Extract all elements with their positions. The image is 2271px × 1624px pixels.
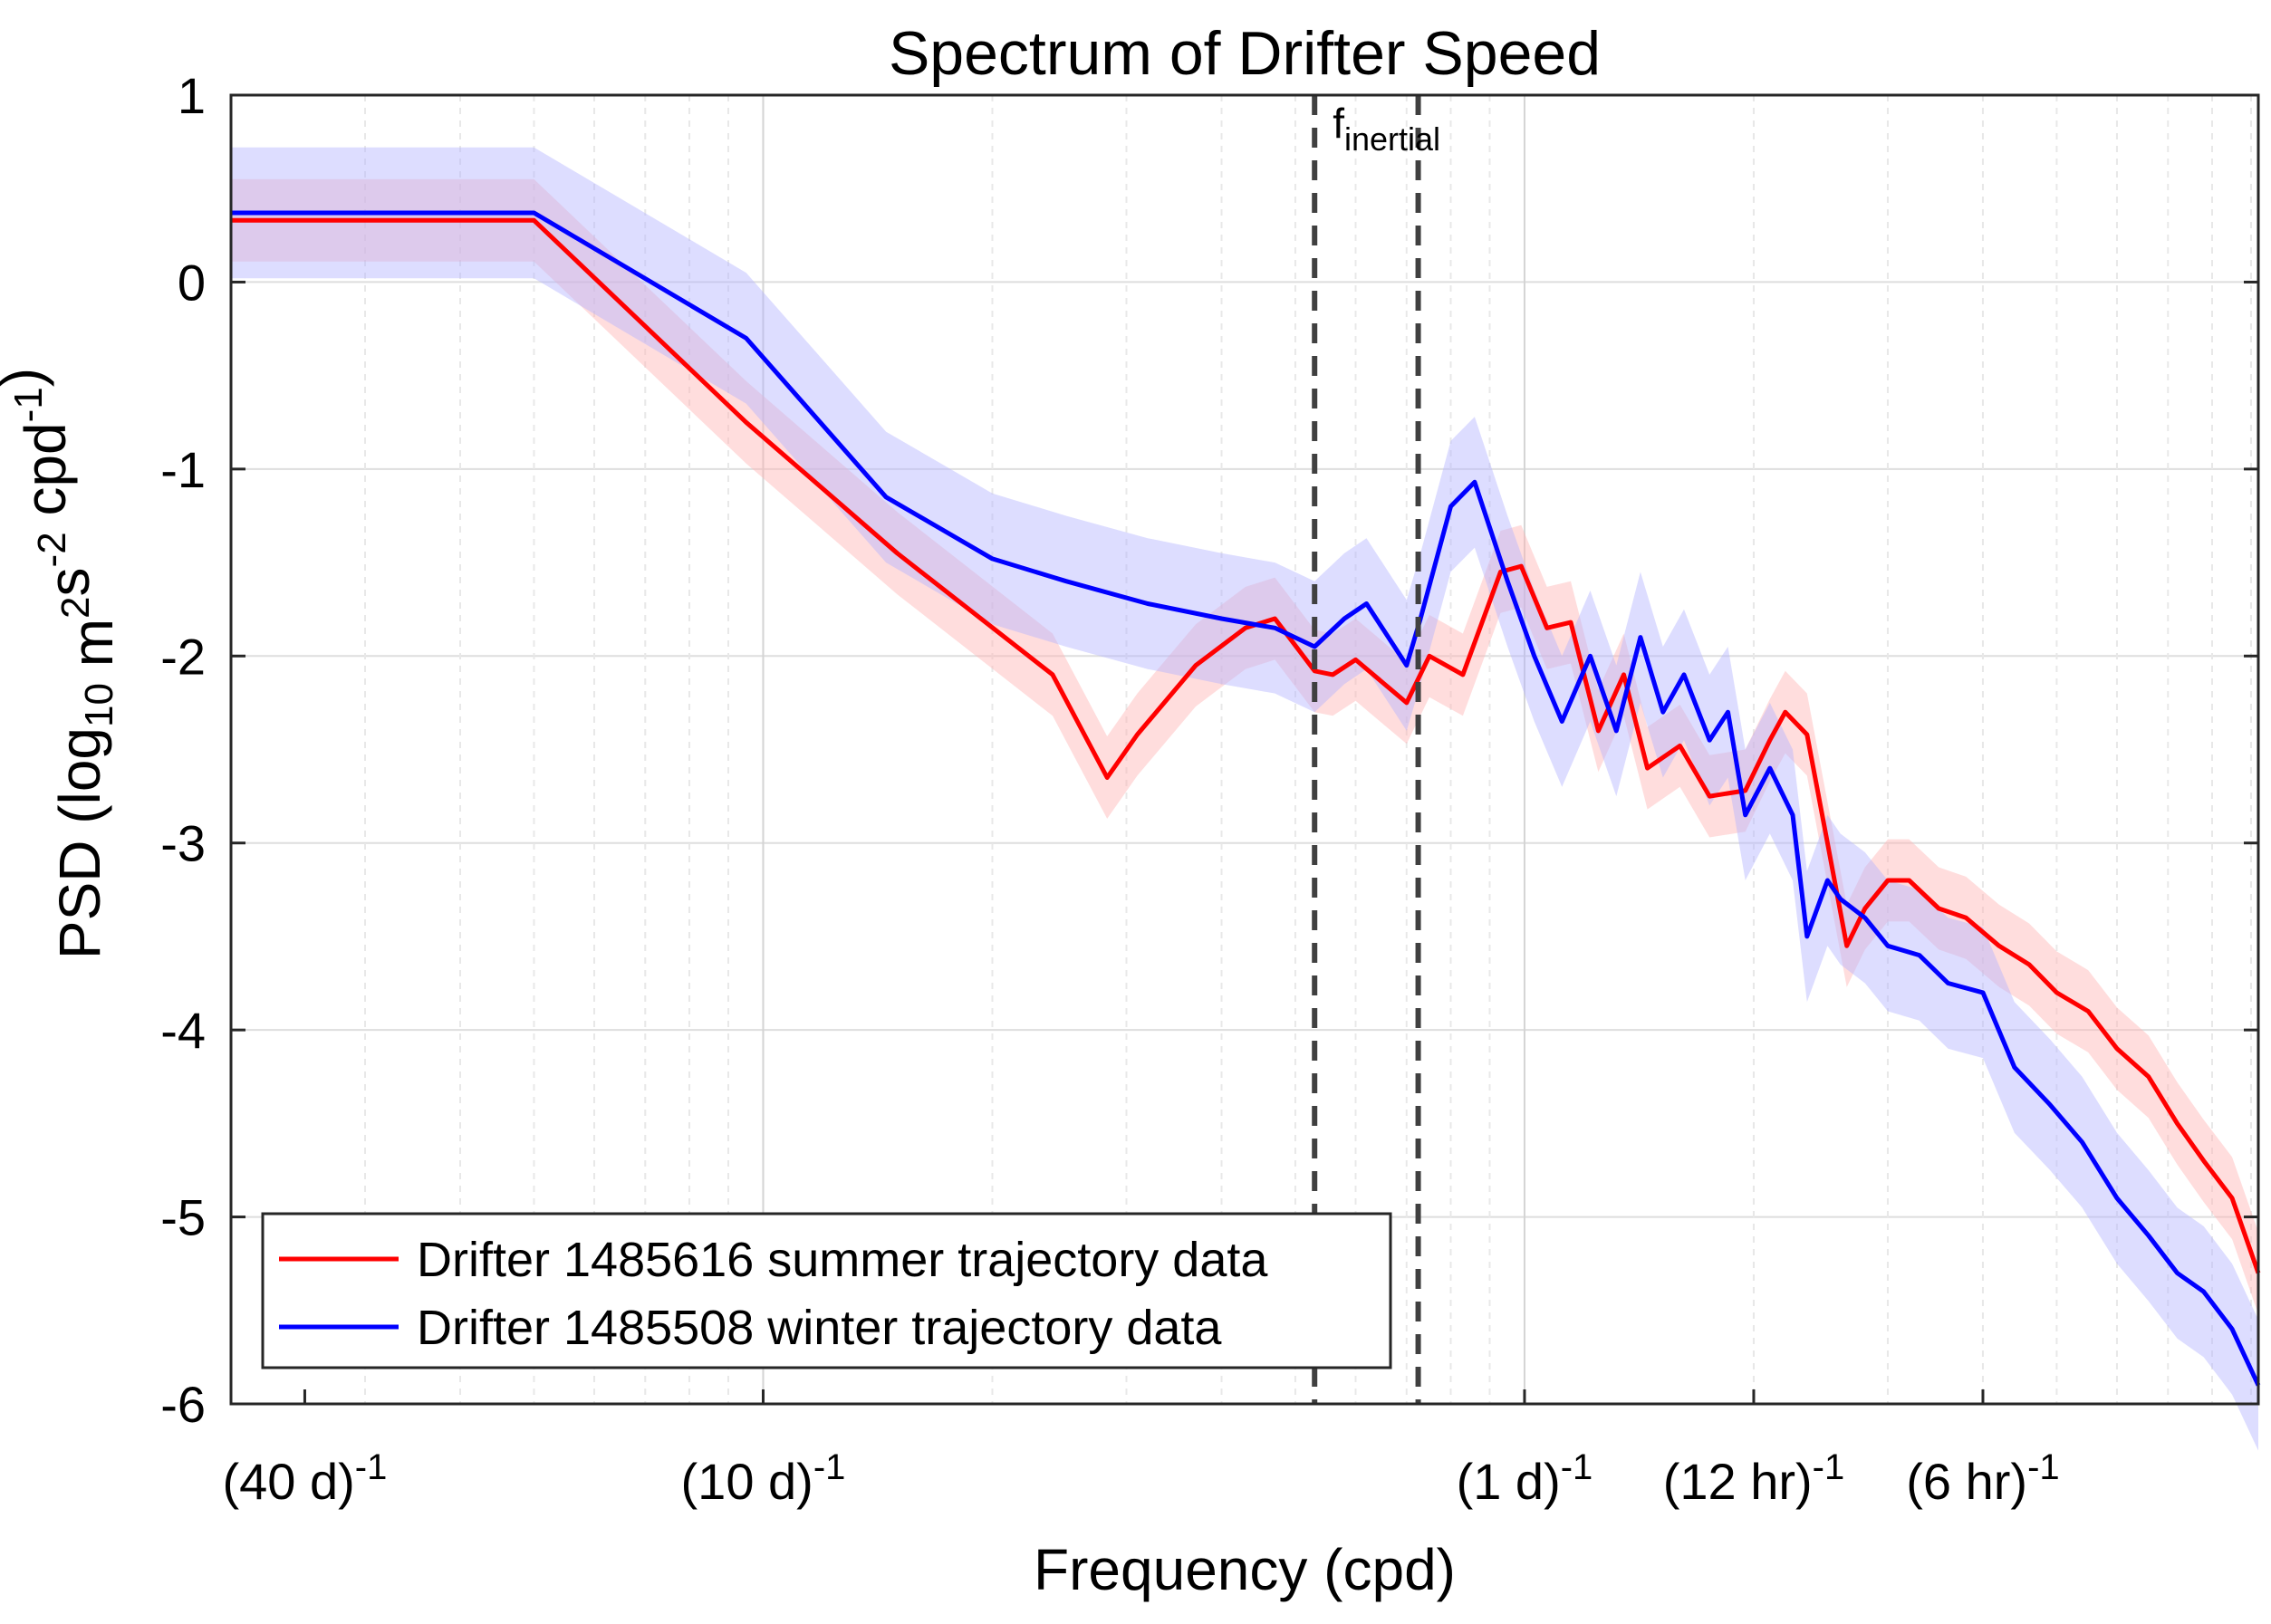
chart-title: Spectrum of Drifter Speed (889, 19, 1601, 88)
x-axis-label: Frequency (cpd) (1034, 1537, 1456, 1602)
x-tick-label: (6 hr)-1 (1906, 1447, 2059, 1510)
confidence-bands (231, 147, 2258, 1451)
x-tick-label: (1 d)-1 (1457, 1447, 1593, 1510)
y-tick-label: -5 (160, 1189, 206, 1246)
y-tick-label: -2 (160, 628, 206, 685)
series-lines (231, 210, 2261, 1387)
x-tick-label: (10 d)-1 (681, 1447, 846, 1510)
x-tick-label-base: (2 hr) (2269, 1453, 2271, 1510)
y-tick-label: -4 (160, 1002, 206, 1059)
x-tick-label-exponent: -1 (1561, 1447, 1593, 1487)
x-tick-label-exponent: -1 (813, 1447, 846, 1487)
x-tick-label: (2 hr)-1 (2269, 1447, 2271, 1510)
x-tick-label: (40 d)-1 (223, 1447, 388, 1510)
x-tick-label-exponent: -1 (1813, 1447, 1845, 1487)
y-tick-label: 1 (178, 67, 206, 124)
annotation-subscript: inertial (1344, 120, 1440, 158)
y-axis-label-part: cpd (13, 422, 78, 532)
confidence-band-winter (231, 147, 2258, 1451)
x-tick-label-exponent: -1 (2027, 1447, 2060, 1487)
annotation-base: f (1333, 100, 1344, 147)
y-axis-label-part: s (36, 567, 101, 596)
x-tick-label-base: (12 hr) (1663, 1453, 1813, 1510)
x-tick-label-base: (10 d) (681, 1453, 813, 1510)
y-axis-label-part: m (60, 619, 125, 683)
x-tick-label-base: (40 d) (223, 1453, 355, 1510)
y-axis-label-part: -1 (6, 387, 51, 422)
x-tick-label-exponent: -1 (355, 1447, 388, 1487)
inertial-frequency-annotation: finertial (1333, 100, 1440, 158)
legend-label-winter: Drifter 1485508 winter trajectory data (417, 1301, 1222, 1355)
y-tick-label: -6 (160, 1376, 206, 1433)
y-axis-label-part: -2 (30, 532, 74, 567)
series-line-summer (231, 217, 2261, 1274)
plot-frame (229, 93, 2260, 1406)
x-tick-label-base: (1 d) (1457, 1453, 1561, 1510)
axis-ticks: 10-1-2-3-4-5-6(40 d)-1 (10 d)-1 (1 d)-1 (12… (160, 67, 2271, 1510)
inertial-frequency-lines (1312, 95, 1421, 1404)
legend-box (261, 1212, 1392, 1369)
y-axis-label-part: ) (0, 368, 54, 387)
series-line-winter (231, 210, 2261, 1387)
y-axis-label-part: 2 (53, 596, 98, 618)
y-tick-label: -1 (160, 441, 206, 498)
y-tick-label: -3 (160, 815, 206, 872)
legend: Drifter 1485616 summer trajectory data D… (261, 1212, 1392, 1369)
x-tick-label: (12 hr)-1 (1663, 1447, 1845, 1510)
y-axis-label: PSD (log10 m2s-2 cpd-1) (0, 368, 125, 959)
y-axis-label-part: PSD (log (47, 727, 112, 959)
x-tick-label-base: (6 hr) (1906, 1453, 2027, 1510)
y-axis-label-part: 10 (77, 683, 121, 727)
y-tick-label: 0 (178, 254, 206, 311)
legend-label-summer: Drifter 1485616 summer trajectory data (417, 1233, 1268, 1287)
